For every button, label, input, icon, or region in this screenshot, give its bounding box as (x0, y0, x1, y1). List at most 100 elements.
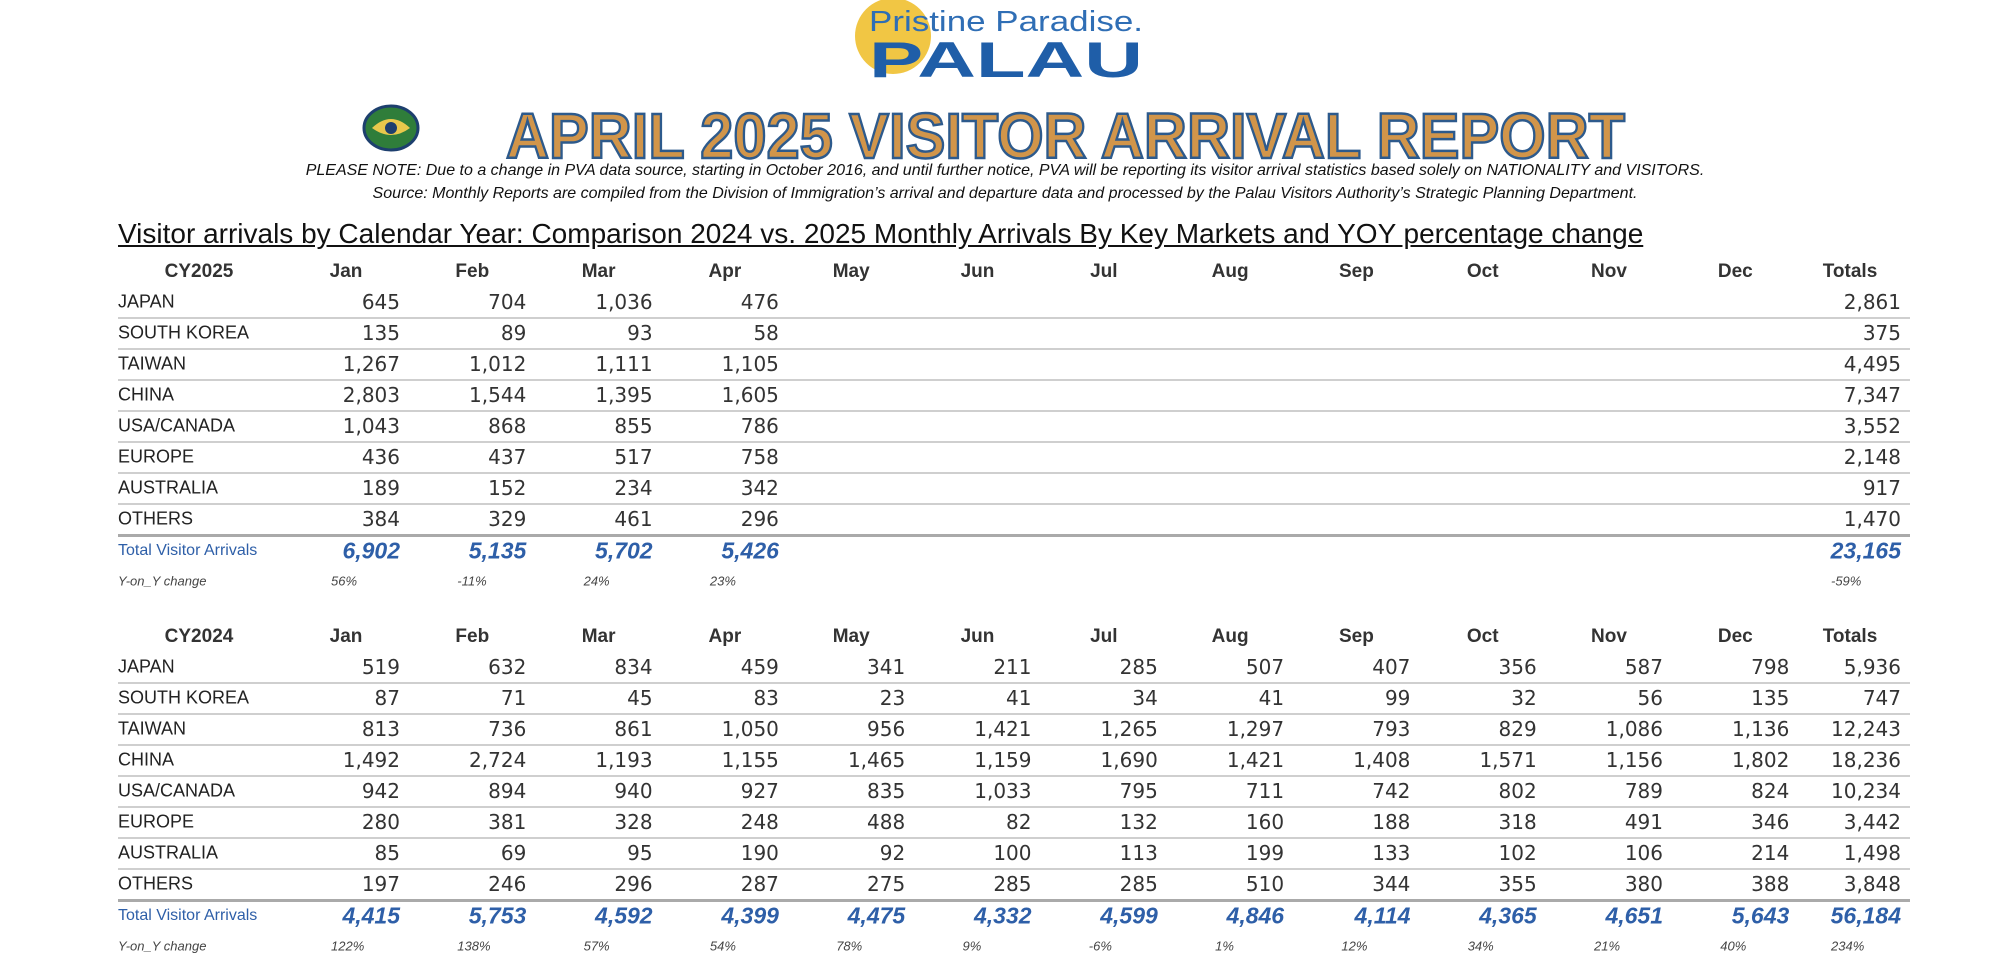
market-name: USA/CANADA (118, 780, 236, 801)
row-rule (118, 899, 1910, 902)
month-value: 95 (627, 841, 653, 865)
month-value: 135 (361, 321, 400, 345)
month-value: 855 (614, 414, 653, 438)
column-header: CY2024 (164, 626, 234, 647)
report-title: APRIL 2025 VISITOR ARRIVAL REPORT (506, 100, 1625, 170)
month-value: 34 (1132, 686, 1158, 710)
yoy-value: 9% (962, 938, 982, 954)
yoy-value: 1% (1215, 938, 1234, 954)
month-value: 798 (1751, 655, 1790, 679)
market-name: OTHERS (118, 508, 194, 529)
column-header: Totals (1822, 261, 1878, 282)
month-value: 69 (500, 841, 527, 865)
month-value: 835 (867, 779, 906, 803)
month-value: 1,408 (1353, 748, 1411, 772)
yoy-value: -6% (1088, 938, 1112, 954)
month-value: 318 (1498, 810, 1537, 834)
month-value: 380 (1624, 872, 1663, 896)
column-header: Aug (1211, 261, 1249, 282)
month-value: 645 (361, 290, 400, 314)
column-header: Feb (455, 261, 490, 282)
row-rule (118, 744, 1910, 746)
column-header: Jan (329, 261, 363, 282)
market-name: EUROPE (118, 446, 195, 467)
total-value: 4,415 (342, 902, 400, 929)
column-header: Jun (960, 626, 995, 647)
month-value: 1,421 (1226, 748, 1285, 772)
month-value: 2,803 (342, 383, 400, 407)
month-value: 85 (374, 841, 400, 865)
total-value: 4,651 (1605, 902, 1663, 929)
yoy-value: 21% (1594, 938, 1621, 954)
month-value: 199 (1245, 841, 1285, 865)
column-header: Sep (1338, 261, 1374, 282)
month-value: 1,136 (1732, 717, 1790, 741)
month-value: 1,421 (974, 717, 1032, 741)
month-value: 793 (1372, 717, 1411, 741)
total-value: 4,114 (1354, 902, 1411, 929)
month-value: 1,033 (974, 779, 1032, 803)
market-name: AUSTRALIA (118, 477, 219, 498)
month-value: 355 (1498, 872, 1537, 896)
month-value: 1,395 (595, 383, 653, 407)
month-value: 356 (1498, 655, 1537, 679)
month-value: 407 (1372, 655, 1411, 679)
market-name: EUROPE (118, 811, 195, 832)
month-value: 100 (993, 841, 1032, 865)
market-name: AUSTRALIA (118, 842, 219, 863)
month-value: 152 (488, 476, 527, 500)
row-rule (118, 775, 1910, 777)
column-header: Jul (1090, 626, 1118, 647)
column-header: Nov (1591, 626, 1627, 647)
total-value: 4,592 (595, 902, 653, 929)
yoy-total: 234% (1831, 938, 1865, 954)
month-value: 861 (614, 717, 653, 741)
month-value: 214 (1751, 841, 1790, 865)
column-header: Mar (581, 626, 616, 647)
row-total: 917 (1862, 476, 1901, 500)
month-value: 742 (1372, 779, 1411, 803)
month-value: 32 (1511, 686, 1537, 710)
month-value: 736 (488, 717, 527, 741)
total-label: Total Visitor Arrivals (118, 542, 258, 559)
month-value: 82 (1006, 810, 1032, 834)
month-value: 346 (1751, 810, 1790, 834)
column-header: Apr (708, 626, 742, 647)
row-rule (118, 534, 1910, 537)
month-value: 275 (867, 872, 906, 896)
total-value: 4,332 (973, 902, 1032, 929)
month-value: 23 (879, 686, 906, 710)
grand-total: 56,184 (1830, 902, 1901, 929)
yoy-label: Y-on_Y change (118, 573, 207, 589)
month-value: 711 (1245, 779, 1285, 803)
header-graphics: Pristine Paradise. PALAU APRIL 2025 VISI… (362, 0, 1626, 170)
row-total: 18,236 (1831, 748, 1901, 772)
row-rule (118, 868, 1910, 870)
month-value: 99 (1384, 686, 1411, 710)
month-value: 786 (740, 414, 779, 438)
logo-sun (855, 0, 931, 74)
yoy-value: 23% (709, 573, 736, 589)
month-value: 381 (488, 810, 527, 834)
month-value: 436 (361, 445, 400, 469)
column-header: Dec (1717, 626, 1753, 647)
month-value: 45 (627, 686, 653, 710)
month-value: 488 (867, 810, 906, 834)
yoy-value: 40% (1720, 938, 1747, 954)
grand-total: 23,165 (1830, 537, 1901, 564)
row-rule (118, 441, 1910, 443)
month-value: 287 (740, 872, 779, 896)
month-value: 1,111 (595, 352, 653, 376)
column-header: Aug (1211, 626, 1249, 647)
month-value: 894 (488, 779, 527, 803)
month-value: 285 (1119, 872, 1158, 896)
month-value: 234 (614, 476, 653, 500)
row-rule (118, 806, 1910, 808)
month-value: 135 (1751, 686, 1790, 710)
month-value: 517 (614, 445, 653, 469)
month-value: 795 (1119, 779, 1158, 803)
month-value: 956 (867, 717, 906, 741)
total-value: 6,902 (342, 537, 400, 564)
row-total: 12,243 (1831, 717, 1901, 741)
yoy-total: -59% (1831, 573, 1862, 589)
